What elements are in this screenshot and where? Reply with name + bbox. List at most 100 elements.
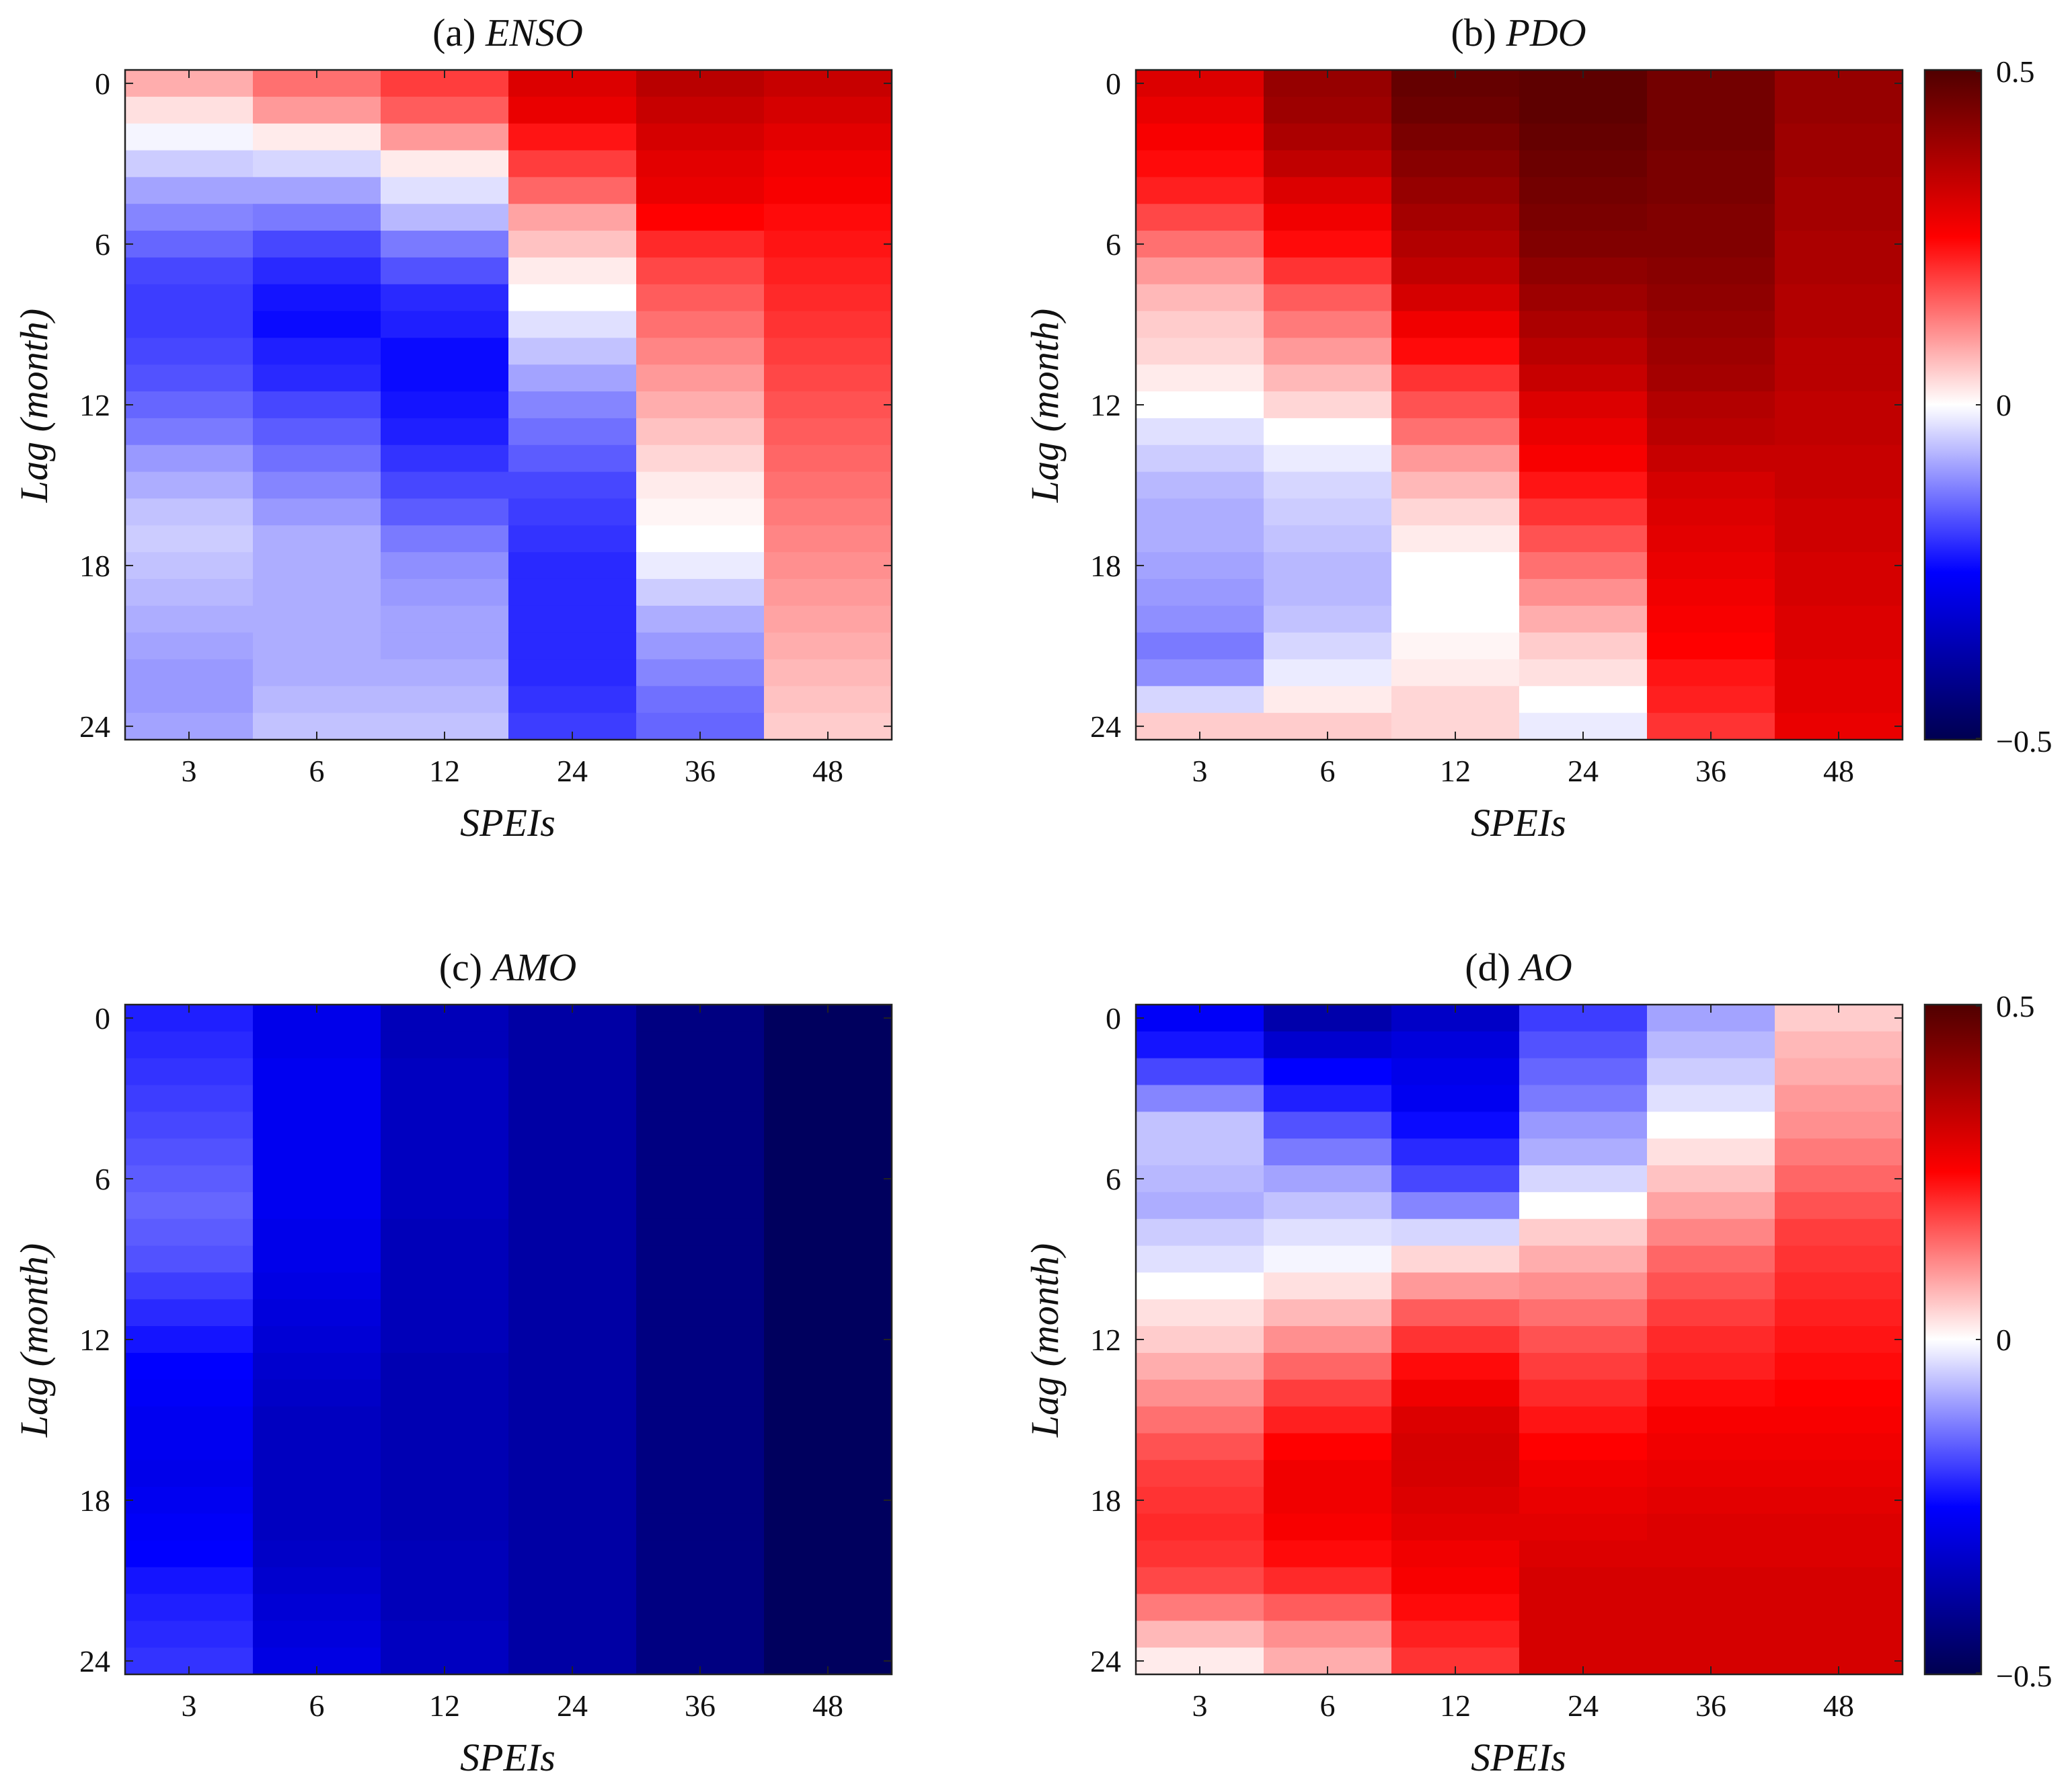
panel-b-cell (1519, 552, 1648, 580)
panel-d-cell (1775, 1621, 1903, 1648)
panel-c-cell (508, 1487, 637, 1514)
panel-b-cell (1264, 123, 1392, 151)
panel-a-cell (508, 578, 637, 607)
panel-a-cell (125, 123, 254, 151)
panel-a-cell (508, 659, 637, 687)
panel-b-cell (1391, 96, 1520, 124)
panel-d-cell (1264, 1513, 1392, 1541)
panel-d-title: (d) AO (1465, 945, 1572, 989)
panel-d-cell (1647, 1567, 1775, 1595)
panel-c-cell (636, 1326, 765, 1354)
panel-c-cell (381, 1165, 509, 1193)
panel-d-xtick-label: 24 (1568, 1688, 1599, 1723)
panel-d-cell (1136, 1513, 1264, 1541)
panel-a-cell (636, 498, 765, 527)
panel-d-cell (1391, 1513, 1520, 1541)
panel-d-cell (1519, 1406, 1648, 1434)
panel-d-cell (1647, 1594, 1775, 1622)
panel-b-cell (1136, 204, 1264, 231)
panel-a-cell (253, 150, 381, 178)
panel-b-cell (1391, 659, 1520, 687)
panel-b-cell (1519, 364, 1648, 392)
panel-b-cell (1519, 444, 1648, 473)
panel-b-cell (1519, 177, 1648, 204)
panel-b-cell (1391, 311, 1520, 339)
panel-a-cell (125, 498, 254, 527)
panel-a-cell (253, 418, 381, 446)
panel-d-cell (1391, 1352, 1520, 1381)
panel-c-cell (125, 1112, 254, 1139)
panel-d-cell (1264, 1594, 1392, 1622)
panel-d-cell (1647, 1621, 1775, 1648)
panel-c-cell (381, 1299, 509, 1327)
panel-d-cell (1647, 1460, 1775, 1487)
panel-b-cell (1775, 578, 1903, 607)
panel-a-cell (253, 311, 381, 339)
panel-a-cell (253, 123, 381, 151)
panel-b-cell (1647, 525, 1775, 553)
panel-b-cell (1264, 364, 1392, 392)
panel-c-cell (636, 1487, 765, 1514)
panel-a-cell (764, 177, 892, 204)
panel-c-cell (508, 1326, 637, 1354)
panel-b-cell (1136, 498, 1264, 527)
panel-b-cell (1264, 231, 1392, 258)
panel-c-heatmap (125, 1005, 892, 1675)
panel-d-cell (1391, 1567, 1520, 1595)
panel-a-cell (253, 525, 381, 553)
panel-c-cell (381, 1567, 509, 1595)
panel-d-cell (1647, 1487, 1775, 1514)
panel-c-cell (125, 1245, 254, 1274)
panel-d-cell (1391, 1138, 1520, 1166)
panel-a-cell (381, 284, 509, 312)
panel-b-cell (1264, 150, 1392, 178)
panel-c-cell (381, 1594, 509, 1622)
panel-d-cell (1136, 1245, 1264, 1274)
panel-b-cell (1391, 364, 1520, 392)
panel-a-cell (508, 284, 637, 312)
panel-d-ytick-label: 12 (1090, 1323, 1121, 1357)
panel-d-cell (1775, 1352, 1903, 1381)
panel-d-cell (1519, 1165, 1648, 1193)
panel-d-cell (1264, 1460, 1392, 1487)
panel-c-cell (764, 1192, 892, 1220)
panel-a-cell (381, 605, 509, 633)
panel-c-cell (381, 1487, 509, 1514)
panel-a-cell (636, 686, 765, 713)
panel-d-cell (1647, 1218, 1775, 1247)
panel-a-cell (125, 525, 254, 553)
panel-b-cell (1647, 418, 1775, 446)
panel-c-cell (253, 1299, 381, 1327)
panel-d-cell (1647, 1112, 1775, 1139)
panel-c-cell (508, 1138, 637, 1166)
panel-b-cell (1775, 632, 1903, 660)
panel-c-cell (125, 1406, 254, 1434)
panel-a-cell (381, 257, 509, 285)
panel-a-cell (381, 204, 509, 231)
panel-d-cell (1264, 1031, 1392, 1059)
panel-d-cell (1519, 1540, 1648, 1568)
panel-a-cell (508, 96, 637, 124)
panel-d-cell (1775, 1487, 1903, 1514)
panel-b-cell (1264, 391, 1392, 419)
panel-a-cell (764, 578, 892, 607)
panel-d-cell (1264, 1299, 1392, 1327)
panel-c-cell (636, 1594, 765, 1622)
panel-d-ytick-label: 6 (1106, 1162, 1121, 1196)
panel-b-cell (1264, 525, 1392, 553)
panel-d-cell (1136, 1487, 1264, 1514)
panel-b-xtick-label: 6 (1320, 754, 1336, 788)
panel-c-cell (381, 1245, 509, 1274)
panel-b-heatmap (1136, 70, 1903, 740)
panel-b-cell (1264, 498, 1392, 527)
panel-b-cell (1775, 284, 1903, 312)
panel-c-cell (636, 1192, 765, 1220)
panel-b-cell (1519, 632, 1648, 660)
panel-c-cell (381, 1379, 509, 1407)
panel-d-cell (1264, 1218, 1392, 1247)
panel-c-cell (253, 1058, 381, 1086)
panel-c-ylabel: Lag (month) (12, 1243, 56, 1438)
panel-c-cell (125, 1460, 254, 1487)
panel-a-cell (381, 391, 509, 419)
panel-c-ytick-label: 6 (95, 1162, 110, 1196)
